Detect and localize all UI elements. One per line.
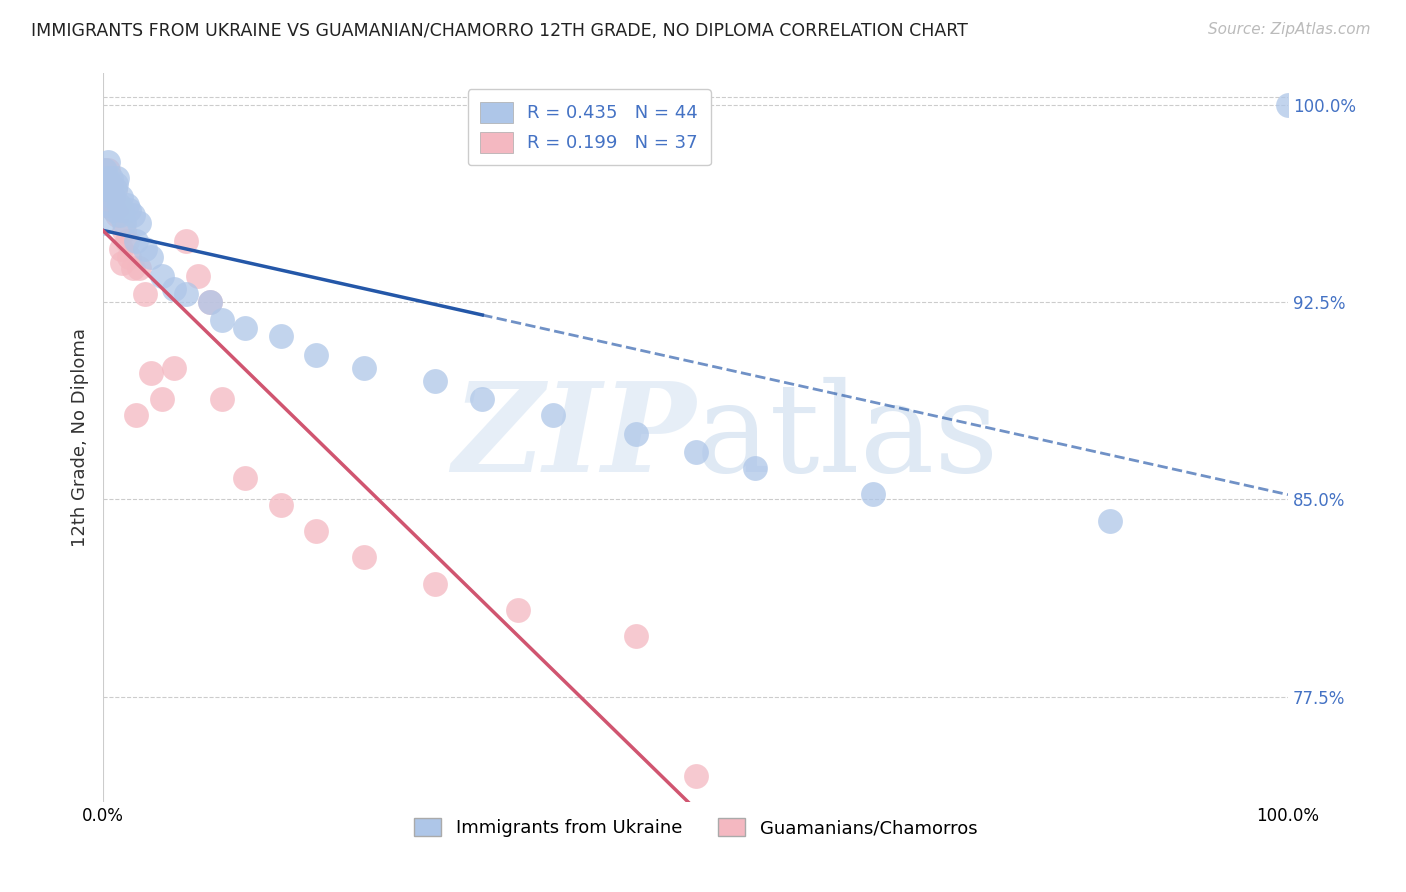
- Point: [233, 321, 256, 335]
- Point: [93, 163, 115, 178]
- Point: [94, 163, 117, 178]
- Point: [506, 603, 529, 617]
- Point: [96, 182, 118, 196]
- Y-axis label: 12th Grade, No Diploma: 12th Grade, No Diploma: [72, 328, 89, 547]
- Point: [98, 190, 121, 204]
- Point: [121, 260, 143, 275]
- Point: [105, 171, 128, 186]
- Point: [91, 216, 114, 230]
- Point: [163, 282, 186, 296]
- Point: [198, 295, 221, 310]
- Point: [125, 235, 148, 249]
- Point: [97, 163, 120, 178]
- Point: [104, 182, 127, 196]
- Point: [163, 360, 186, 375]
- Point: [93, 182, 115, 196]
- Point: [101, 190, 124, 204]
- Point: [862, 487, 884, 501]
- Text: IMMIGRANTS FROM UKRAINE VS GUAMANIAN/CHAMORRO 12TH GRADE, NO DIPLOMA CORRELATION: IMMIGRANTS FROM UKRAINE VS GUAMANIAN/CHA…: [31, 22, 967, 40]
- Point: [233, 471, 256, 485]
- Point: [118, 202, 141, 217]
- Point: [104, 182, 127, 196]
- Point: [105, 208, 128, 222]
- Point: [100, 177, 122, 191]
- Point: [150, 268, 173, 283]
- Point: [270, 329, 292, 343]
- Point: [305, 524, 328, 538]
- Point: [128, 216, 150, 230]
- Point: [107, 197, 129, 211]
- Text: Source: ZipAtlas.com: Source: ZipAtlas.com: [1208, 22, 1371, 37]
- Point: [1277, 97, 1299, 112]
- Point: [174, 287, 197, 301]
- Point: [96, 171, 118, 186]
- Point: [134, 243, 156, 257]
- Point: [91, 197, 114, 211]
- Point: [744, 461, 766, 475]
- Point: [353, 550, 375, 565]
- Point: [100, 171, 122, 186]
- Point: [118, 250, 141, 264]
- Point: [471, 392, 494, 407]
- Point: [685, 445, 707, 459]
- Point: [128, 260, 150, 275]
- Point: [111, 255, 134, 269]
- Point: [98, 197, 121, 211]
- Point: [543, 409, 565, 423]
- Point: [353, 360, 375, 375]
- Point: [139, 250, 162, 264]
- Point: [103, 202, 125, 217]
- Legend: Immigrants from Ukraine, Guamanians/Chamorros: Immigrants from Ukraine, Guamanians/Cham…: [406, 811, 984, 845]
- Point: [626, 426, 648, 441]
- Point: [115, 197, 138, 211]
- Point: [110, 190, 132, 204]
- Point: [98, 182, 121, 196]
- Text: atlas: atlas: [696, 377, 998, 498]
- Point: [423, 576, 446, 591]
- Point: [111, 202, 134, 217]
- Point: [626, 629, 648, 643]
- Text: ZIP: ZIP: [451, 377, 696, 499]
- Point: [114, 216, 136, 230]
- Point: [115, 235, 138, 249]
- Point: [305, 348, 328, 362]
- Point: [114, 224, 136, 238]
- Point: [423, 374, 446, 388]
- Point: [96, 197, 118, 211]
- Point: [150, 392, 173, 407]
- Point: [685, 769, 707, 783]
- Point: [108, 208, 131, 222]
- Point: [1099, 514, 1122, 528]
- Point: [134, 287, 156, 301]
- Point: [101, 190, 124, 204]
- Point: [98, 177, 121, 191]
- Point: [211, 313, 233, 327]
- Point: [174, 235, 197, 249]
- Point: [125, 409, 148, 423]
- Point: [198, 295, 221, 310]
- Point: [97, 155, 120, 169]
- Point: [107, 197, 129, 211]
- Point: [105, 177, 128, 191]
- Point: [211, 392, 233, 407]
- Point: [139, 366, 162, 380]
- Point: [94, 177, 117, 191]
- Point: [103, 202, 125, 217]
- Point: [121, 208, 143, 222]
- Point: [187, 268, 209, 283]
- Point: [110, 243, 132, 257]
- Point: [270, 498, 292, 512]
